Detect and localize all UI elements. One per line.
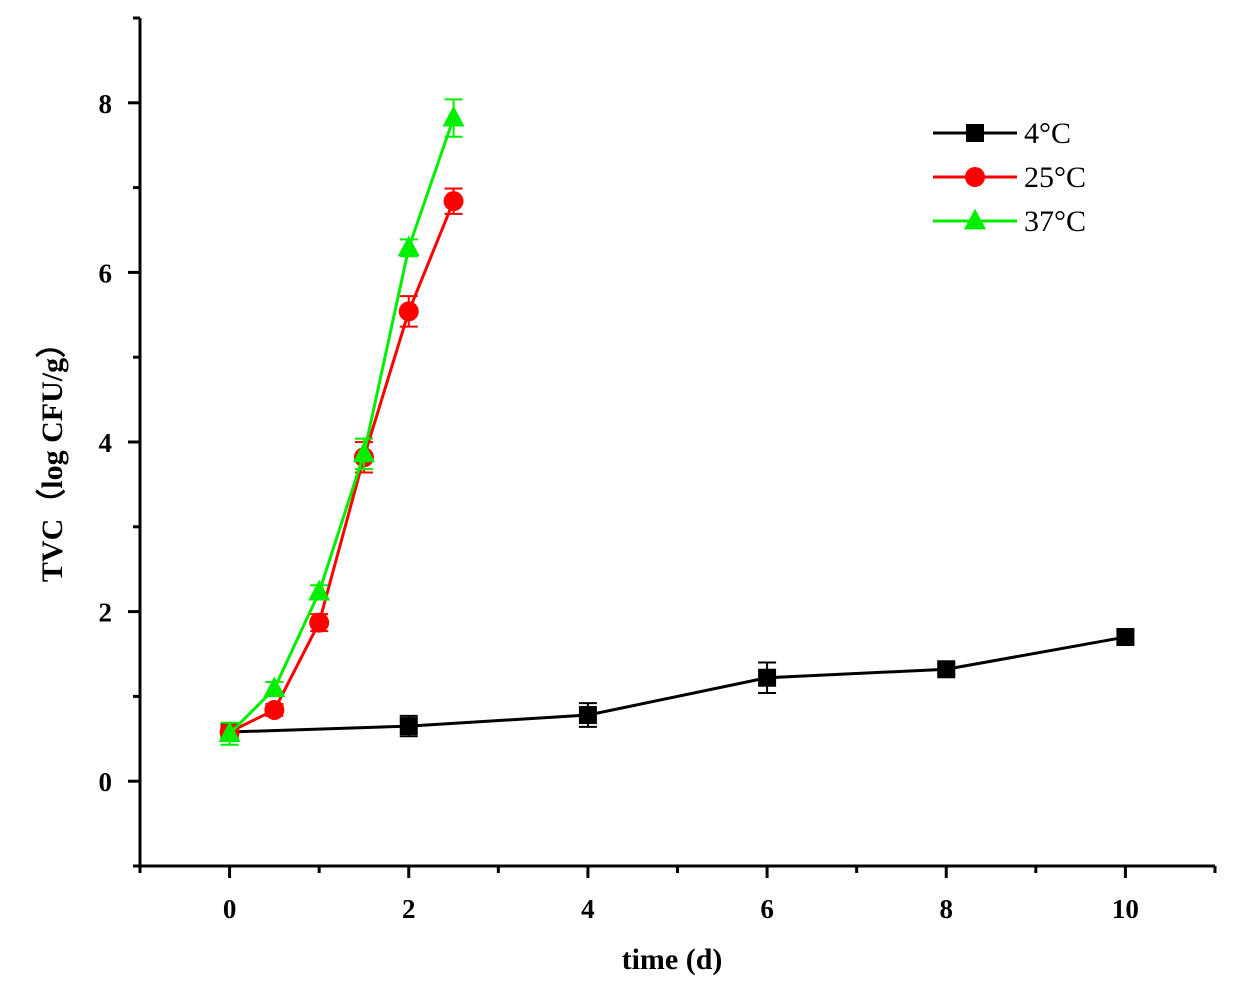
data-point [399,717,418,736]
series-1 [219,187,464,743]
y-tick-label: 6 [99,258,113,288]
x-tick-label: 0 [223,894,237,924]
legend: 4°C 25°C 37°C [933,117,1086,238]
legend-item-0: 4°C [933,117,1071,150]
series-line [228,117,455,735]
data-point [264,699,285,720]
legend-item-2: 37°C [933,205,1086,238]
legend-label: 4°C [1024,117,1071,150]
y-tick-label: 2 [99,598,113,628]
legend-label: 37°C [1024,205,1086,238]
data-point [218,721,241,743]
series-line [229,635,1126,734]
x-tick-label: 6 [760,894,774,924]
legend-item-1: 25°C [933,161,1086,194]
data-point [443,191,464,212]
data-point [308,579,331,601]
data-point [397,235,420,257]
series-0 [220,628,1135,742]
data-point [398,301,419,322]
data-point [352,441,375,463]
y-tick-label: 0 [99,767,113,797]
y-tick-label: 8 [99,89,113,119]
series-2 [218,98,465,746]
y-axis-title: TVC（log CFU/g） [35,328,69,582]
series-line [228,200,455,734]
series-layer [218,98,1135,746]
data-point [758,668,777,687]
axes: 0 2 4 6 8 10 0 2 4 6 8 [99,16,1217,924]
legend-marker [965,167,985,187]
legend-marker [966,124,984,142]
x-tick-label: 2 [402,894,416,924]
x-tick-label: 10 [1112,894,1139,924]
legend-label: 25°C [1024,161,1086,194]
x-tick-label: 4 [581,894,595,924]
x-tick-label: 8 [940,894,954,924]
data-point [578,706,597,725]
x-axis-title: time (d) [622,943,723,976]
data-point [263,676,286,698]
y-tick-label: 4 [99,428,113,458]
data-point [309,612,330,633]
legend-marker [964,208,986,230]
data-point [937,660,956,679]
data-point [442,105,465,127]
data-point [1116,628,1135,647]
